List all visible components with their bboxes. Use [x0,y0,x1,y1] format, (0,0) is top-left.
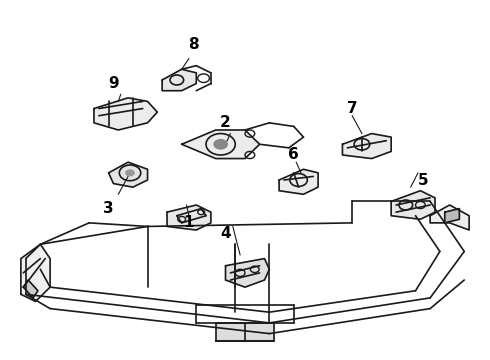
Polygon shape [167,205,211,230]
Text: 4: 4 [220,226,231,241]
Text: 7: 7 [347,101,358,116]
Polygon shape [109,162,147,187]
Text: 2: 2 [220,115,231,130]
Text: 6: 6 [288,148,299,162]
Circle shape [213,139,228,150]
Polygon shape [21,244,50,301]
Polygon shape [391,191,435,219]
Text: 8: 8 [189,37,199,52]
Polygon shape [225,258,270,287]
Circle shape [125,169,135,176]
Polygon shape [430,205,469,230]
Polygon shape [445,208,460,223]
Polygon shape [216,323,274,341]
Text: 3: 3 [103,201,114,216]
Polygon shape [24,280,38,298]
Polygon shape [279,169,318,194]
Polygon shape [94,98,157,130]
Text: 1: 1 [184,215,194,230]
Text: 5: 5 [417,172,428,188]
Polygon shape [343,134,391,158]
Text: 9: 9 [108,76,119,91]
Polygon shape [182,130,260,158]
Polygon shape [162,69,196,91]
